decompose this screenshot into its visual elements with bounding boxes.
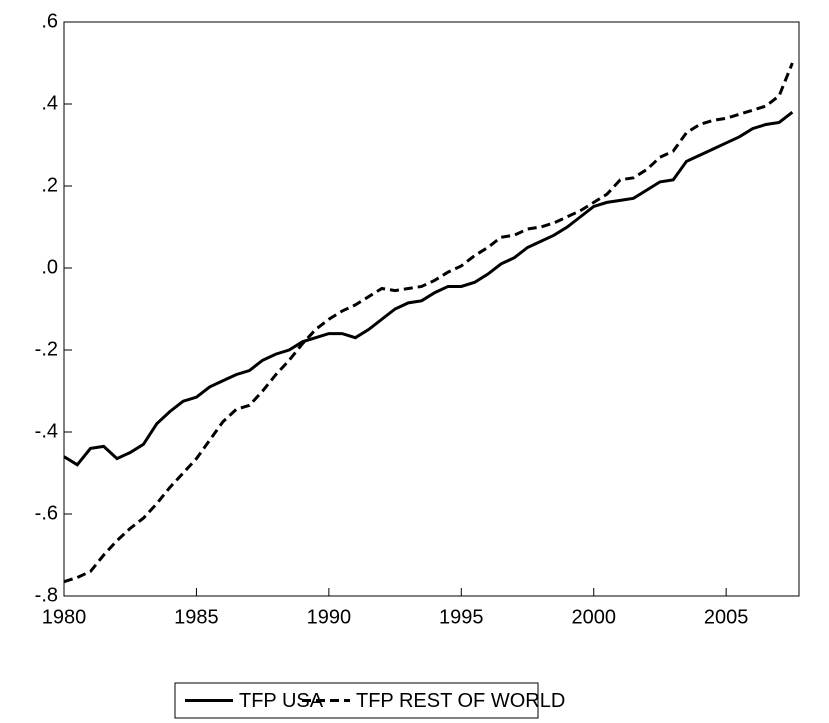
series-line (63, 111, 794, 467)
plot-frame (63, 21, 800, 597)
x-tick-label: 2005 (704, 606, 749, 628)
x-tick-label: 2000 (571, 606, 616, 628)
x-tick-label: 1985 (174, 606, 219, 628)
y-tick-label: .0 (41, 256, 58, 278)
legend-label: TFP USA (239, 690, 324, 712)
y-tick-label: -.4 (35, 420, 58, 442)
y-tick-label: .6 (41, 10, 58, 32)
y-tick-label: -.6 (35, 502, 58, 524)
x-tick-label: 1995 (439, 606, 484, 628)
series-line (63, 62, 794, 584)
legend-box (174, 682, 539, 719)
x-tick-label: 1990 (307, 606, 352, 628)
y-tick-label: .2 (41, 174, 58, 196)
y-tick-label: -.2 (35, 338, 58, 360)
y-tick-label: -.8 (35, 584, 58, 606)
y-tick-label: .4 (41, 92, 58, 114)
legend-label: TFP REST OF WORLD (356, 690, 565, 712)
x-tick-label: 1980 (42, 606, 87, 628)
